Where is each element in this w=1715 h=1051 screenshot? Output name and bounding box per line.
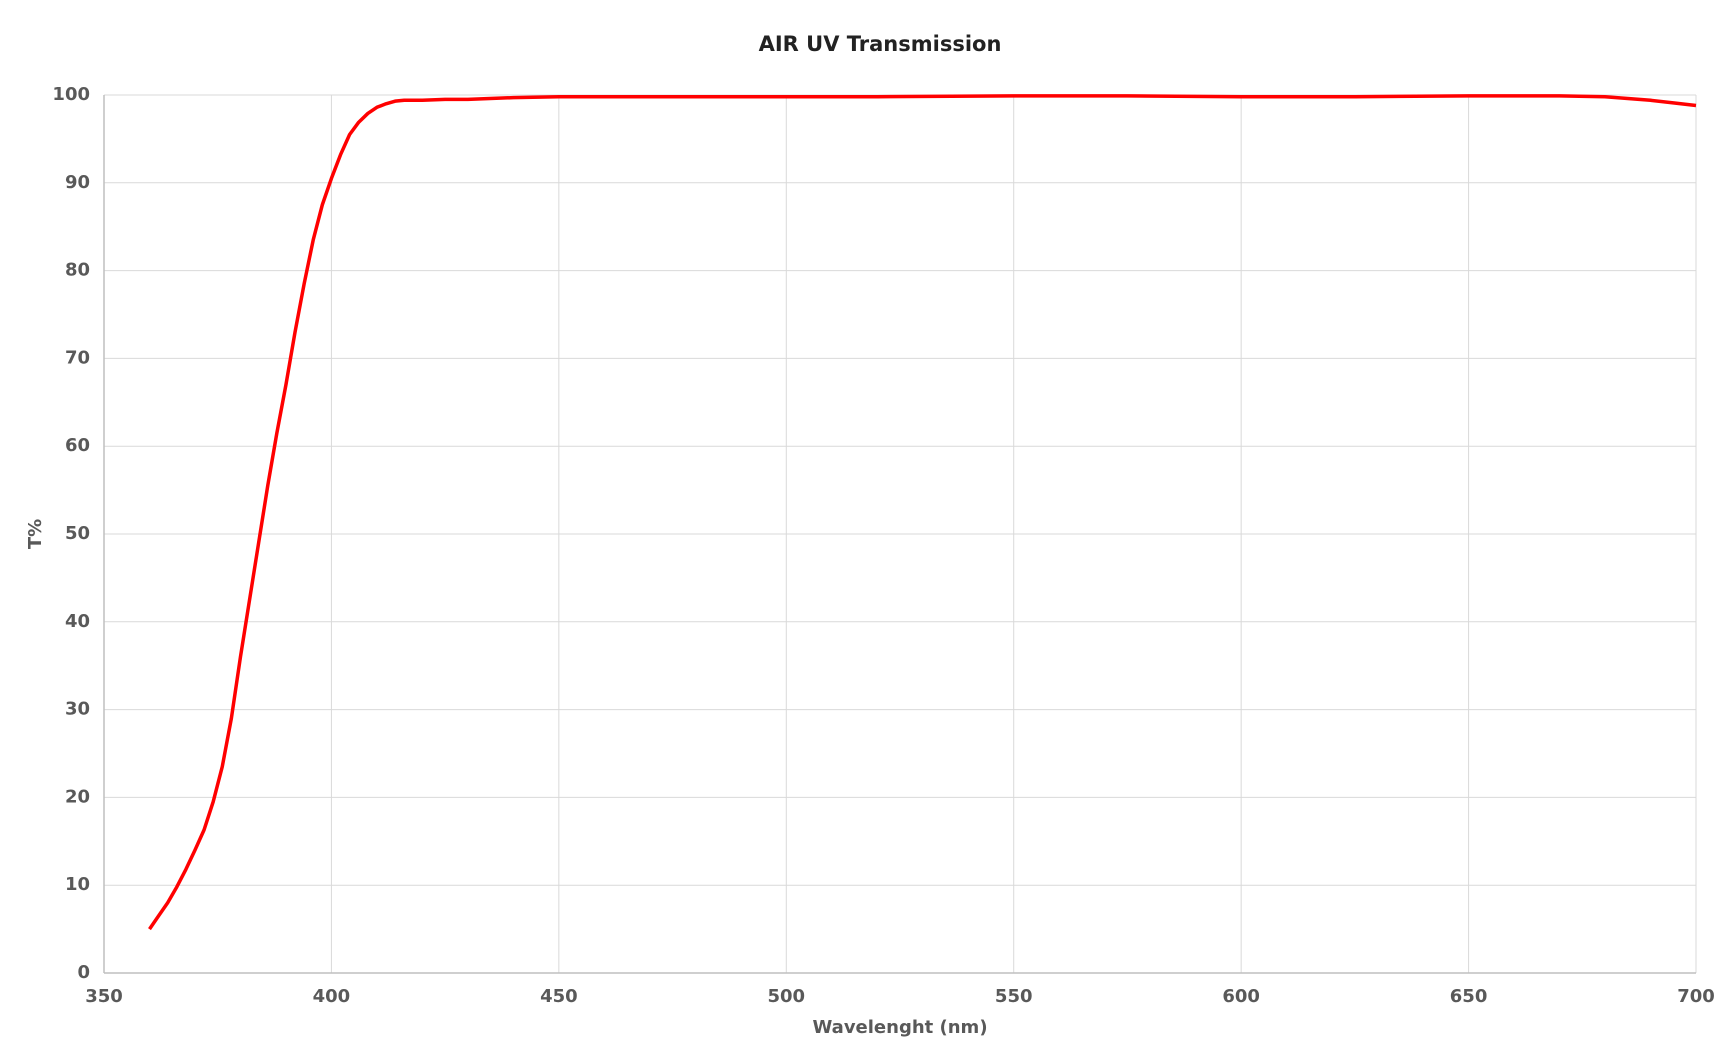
y-axis-label: T% (25, 519, 46, 549)
y-tick-label: 70 (65, 347, 90, 368)
x-tick-label: 550 (995, 986, 1033, 1007)
y-tick-label: 60 (65, 435, 90, 456)
data-line (148, 94, 1697, 931)
y-tick-label: 30 (65, 699, 90, 720)
x-tick-label: 650 (1450, 986, 1488, 1007)
x-tick-label: 700 (1677, 986, 1715, 1007)
chart-title: AIR UV Transmission (759, 32, 1002, 56)
y-tick-label: 80 (65, 260, 90, 281)
y-tick-label: 100 (52, 84, 90, 105)
y-tick-label: 0 (77, 962, 90, 983)
y-tick-label: 50 (65, 523, 90, 544)
y-tick-label: 10 (65, 874, 90, 895)
x-tick-label: 450 (540, 986, 578, 1007)
x-tick-label: 400 (313, 986, 351, 1007)
x-tick-label: 500 (767, 986, 805, 1007)
x-tick-label: 600 (1222, 986, 1260, 1007)
y-tick-label: 20 (65, 786, 90, 807)
y-tick-label: 40 (65, 611, 90, 632)
x-tick-label: 350 (85, 986, 123, 1007)
y-tick-label: 90 (65, 172, 90, 193)
x-axis-label: Wavelenght (nm) (812, 1017, 987, 1038)
